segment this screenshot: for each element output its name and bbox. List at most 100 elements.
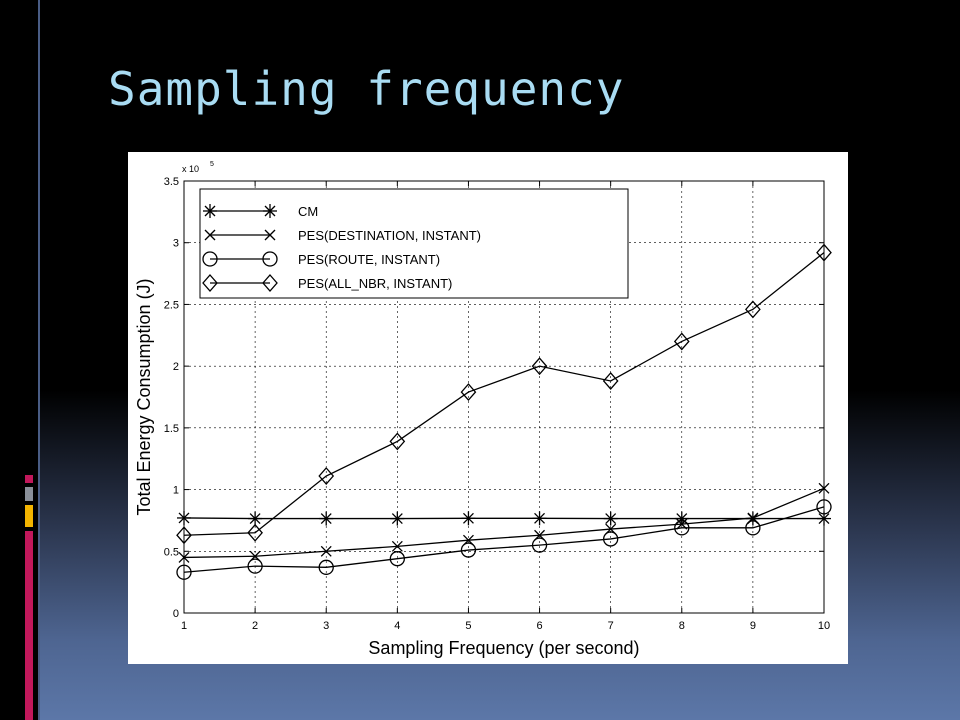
data-point (460, 383, 477, 402)
accent-bar-pink-long (25, 531, 33, 720)
data-point (745, 520, 761, 536)
marker-stroke (320, 513, 332, 525)
data-point (531, 357, 548, 376)
data-point (389, 432, 406, 451)
y-axis-label: Total Energy Consumption (J) (134, 278, 154, 515)
data-point (818, 482, 830, 494)
accent-bar-pink (25, 475, 33, 483)
data-point (603, 511, 618, 526)
y-exponent-base: x 10 (182, 164, 199, 174)
data-point (248, 511, 263, 526)
line-chart: 1 2 3 4 5 6 7 8 9 10 0 0.5 1 1.5 2 2.5 3 3.5 x 10 5 Sampl… (134, 161, 832, 658)
data-point (176, 564, 192, 580)
data-point (674, 520, 690, 536)
y-tick-label: 3 (173, 238, 179, 250)
data-point (816, 243, 832, 262)
x-axis-label: Sampling Frequency (per second) (368, 638, 639, 658)
data-point (603, 531, 619, 547)
data-point (389, 551, 405, 567)
series-line (183, 517, 824, 520)
y-tick-label: 2.5 (164, 299, 179, 311)
marker-stroke (818, 513, 830, 525)
data-point (319, 511, 334, 526)
data-point (461, 511, 476, 526)
data-point (318, 467, 335, 485)
series-1 (177, 510, 831, 526)
y-tick-label: 1.5 (164, 423, 179, 435)
x-tick-label: 7 (608, 620, 614, 632)
series-4 (176, 243, 832, 545)
legend-entry: CM (203, 204, 318, 219)
marker-stroke (249, 513, 261, 525)
series-3 (176, 499, 832, 580)
data-point (247, 523, 263, 542)
marker-stroke (178, 512, 190, 524)
accent-bar-gray (25, 487, 33, 501)
series-line (183, 487, 825, 559)
legend-label: PES(ROUTE, INSTANT) (298, 252, 440, 267)
marker-stroke (264, 229, 276, 241)
data-point (176, 526, 192, 545)
data-point (247, 558, 263, 574)
marker-stroke (391, 513, 403, 525)
x-tick-label: 1 (181, 620, 187, 632)
data-point (673, 332, 690, 351)
left-accent-strip (0, 0, 40, 720)
series-2 (178, 482, 830, 563)
legend-marker (203, 204, 217, 218)
series-line (183, 252, 825, 536)
series-line (183, 506, 825, 573)
legend-box (199, 188, 629, 299)
data-point (532, 511, 547, 526)
x-tick-label: 6 (536, 620, 542, 632)
legend-marker (202, 274, 218, 292)
data-point (177, 510, 191, 525)
data-point (602, 371, 619, 390)
legend-marker (262, 274, 278, 292)
x-tick-label: 3 (323, 620, 329, 632)
legend-marker (263, 204, 277, 218)
x-tick-label: 2 (252, 620, 258, 632)
legend-marker (204, 229, 216, 241)
marker-stroke (204, 229, 216, 241)
y-tick-label: 2 (173, 361, 179, 373)
chart-figure: 1 2 3 4 5 6 7 8 9 10 0 0.5 1 1.5 2 2.5 3 3.5 x 10 5 Sampl… (128, 152, 848, 664)
legend-marker (262, 251, 278, 267)
marker-stroke (462, 512, 474, 524)
marker-stroke (605, 513, 617, 525)
plot-frame (183, 180, 825, 614)
series-group (176, 243, 832, 580)
x-tick-label: 5 (465, 620, 471, 632)
marker-stroke (204, 205, 216, 217)
legend-entry: PES(ALL_NBR, INSTANT) (202, 274, 452, 292)
legend-label: CM (298, 204, 318, 219)
axis-ticks: 1 2 3 4 5 6 7 8 9 10 0 0.5 1 1.5 2 2.5 3 3.5 (164, 176, 830, 632)
data-point (320, 545, 332, 557)
legend: CM PES(DESTINATION, INSTANT) PES(ROUTE, IN… (199, 188, 629, 299)
slide-title: Sampling frequency (108, 62, 625, 116)
marker-stroke (676, 518, 688, 530)
marker-stroke (391, 540, 403, 552)
data-point (531, 537, 548, 553)
legend-entry: PES(DESTINATION, INSTANT) (204, 228, 481, 243)
marker-stroke (320, 545, 332, 557)
legend-marker (202, 251, 218, 267)
data-point (816, 499, 832, 515)
y-tick-label: 0.5 (164, 546, 179, 558)
x-tick-label: 10 (818, 620, 830, 632)
marker-stroke (178, 551, 190, 563)
y-tick-label: 0 (173, 608, 179, 620)
y-tick-label: 3.5 (164, 176, 179, 188)
data-point (391, 540, 403, 552)
data-point (318, 559, 334, 575)
marker-stroke (818, 482, 830, 494)
legend-label: PES(ALL_NBR, INSTANT) (298, 276, 452, 291)
data-point (178, 551, 190, 563)
x-tick-label: 4 (394, 620, 400, 632)
y-tick-label: 1 (173, 485, 179, 497)
marker-stroke (264, 205, 276, 217)
data-point (460, 542, 477, 558)
data-point (390, 511, 405, 526)
legend-marker (264, 229, 276, 241)
marker-stroke (534, 512, 546, 524)
